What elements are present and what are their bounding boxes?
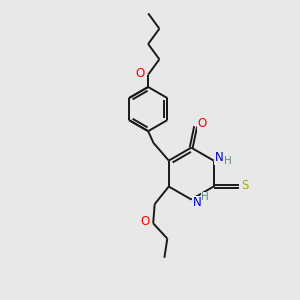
Text: O: O [140, 215, 150, 228]
Text: N: N [193, 196, 202, 209]
Text: N: N [215, 151, 224, 164]
Text: H: H [201, 192, 209, 202]
Text: O: O [135, 67, 145, 80]
Text: H: H [224, 156, 232, 166]
Text: O: O [197, 117, 207, 130]
Text: S: S [242, 179, 249, 192]
